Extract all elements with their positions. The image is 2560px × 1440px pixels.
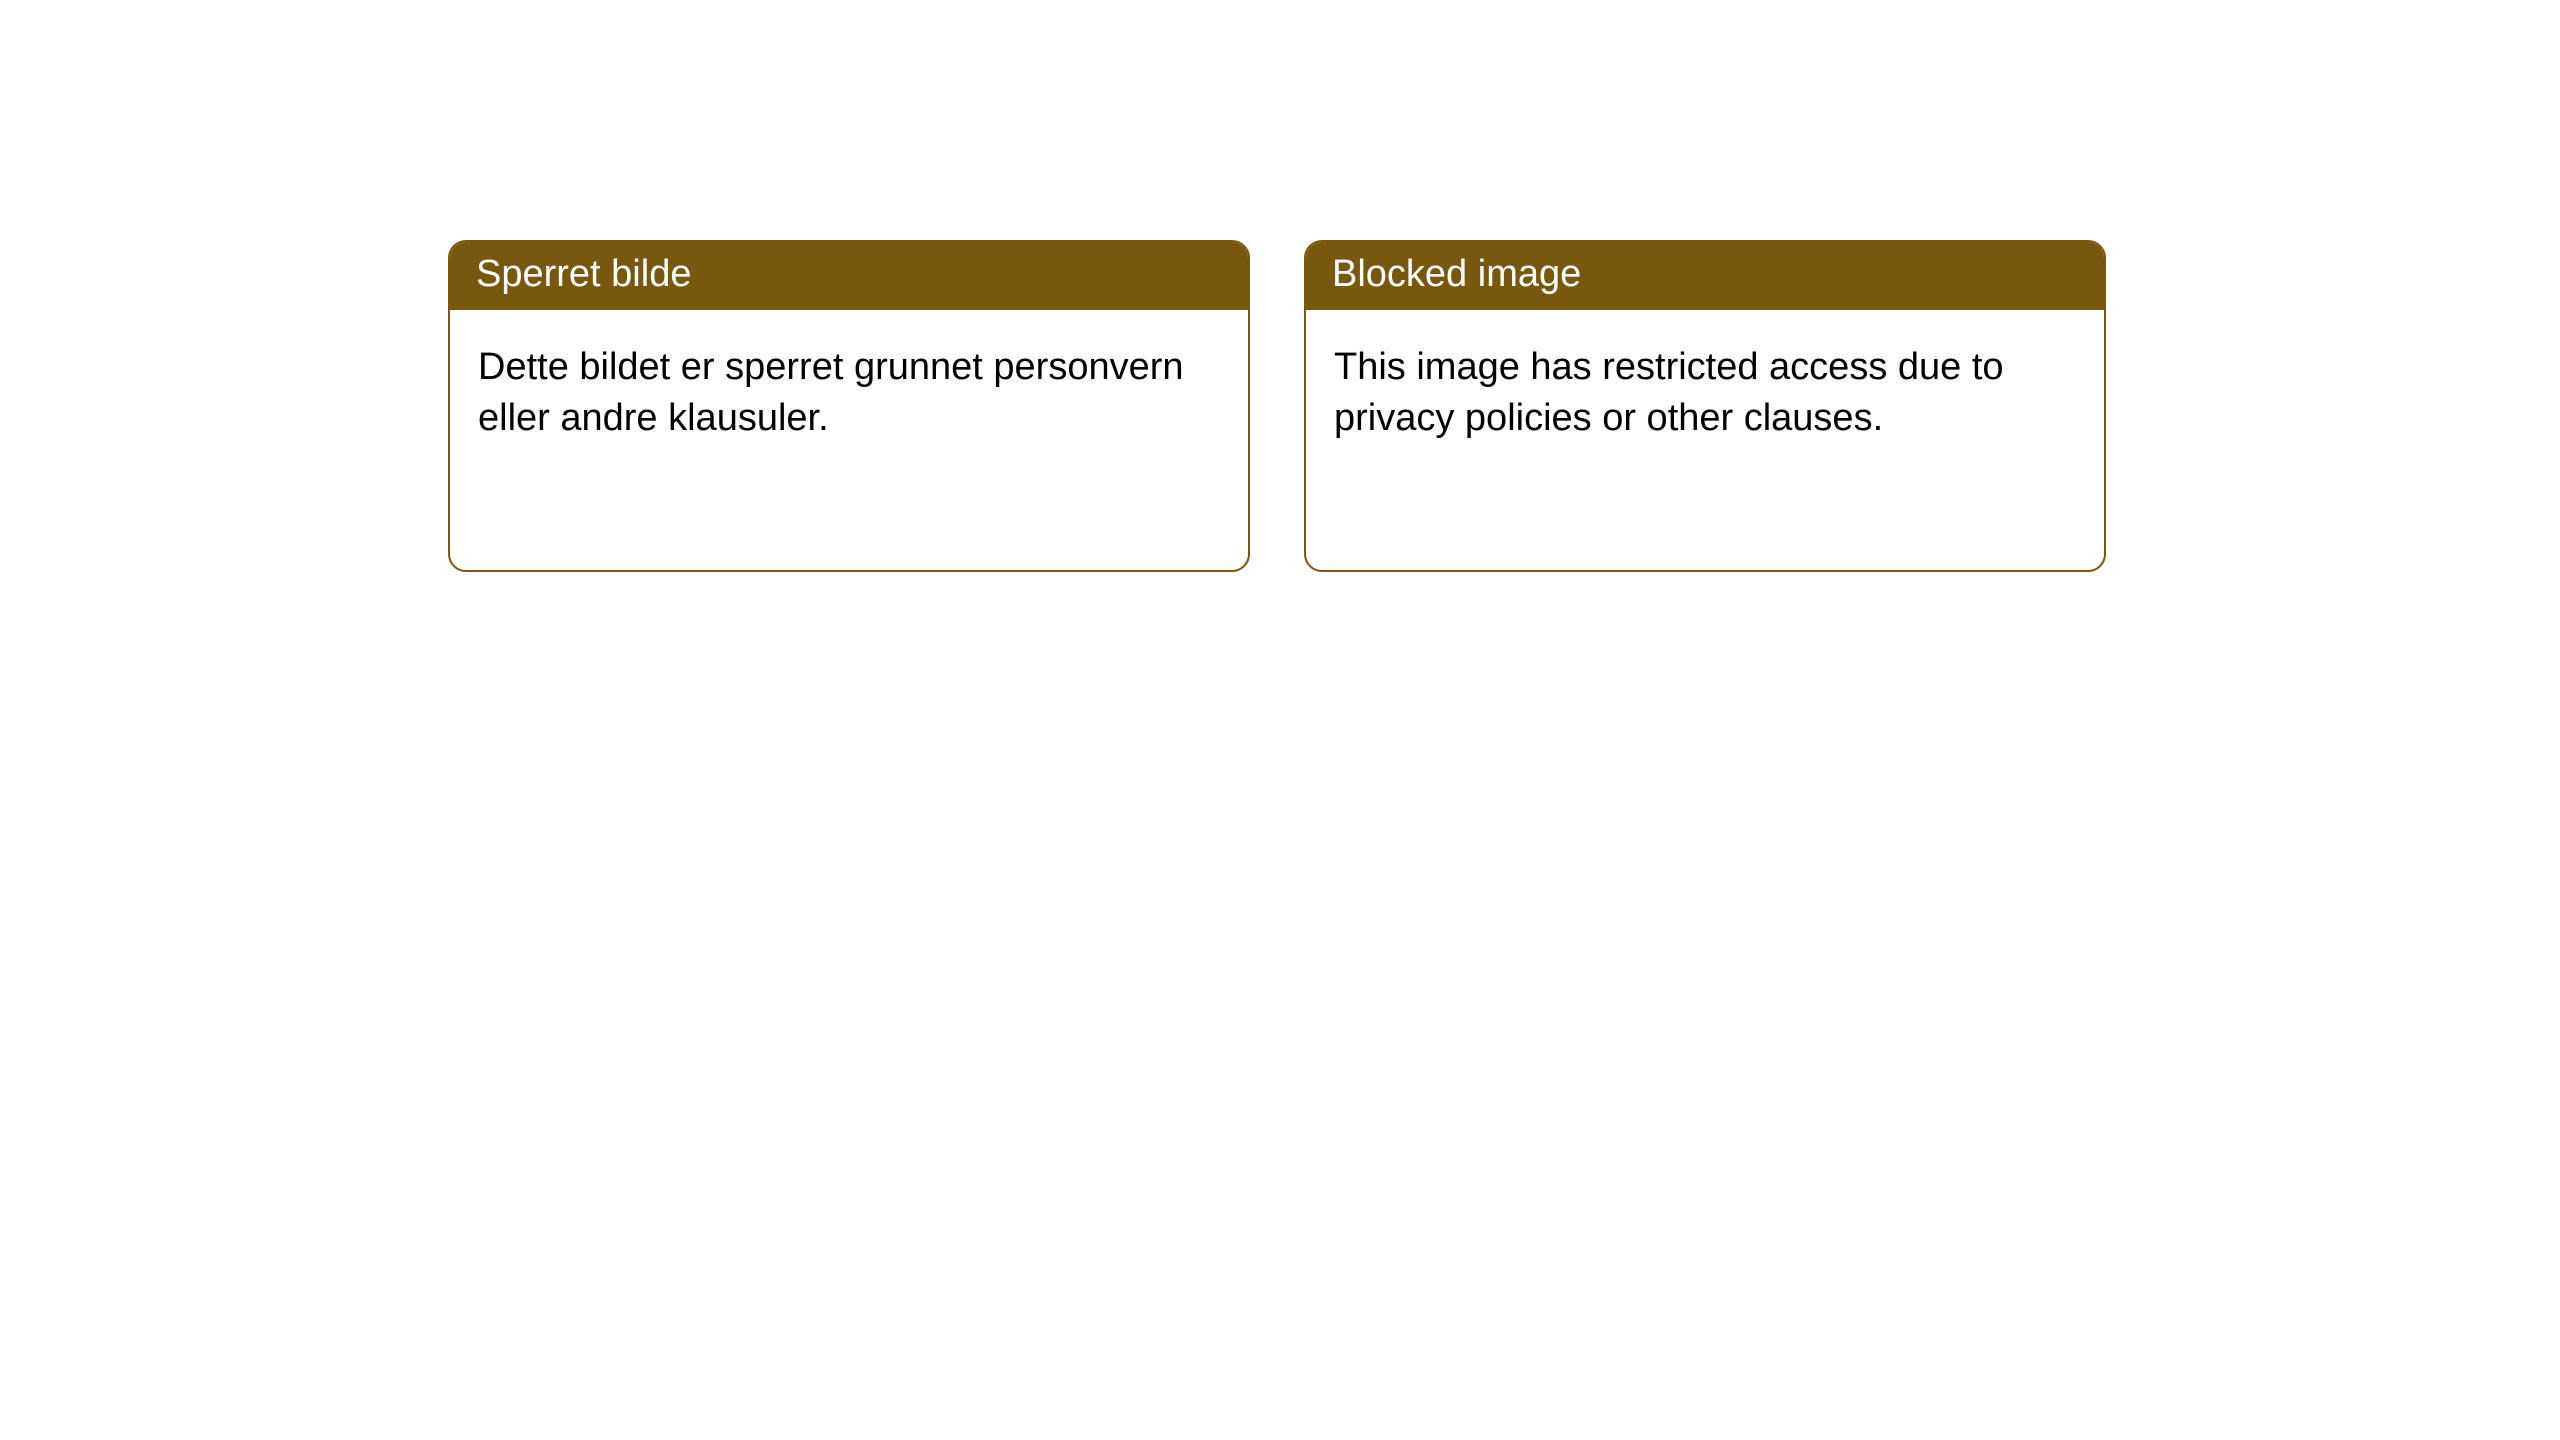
card-body: Dette bildet er sperret grunnet personve… bbox=[450, 310, 1248, 477]
cards-container: Sperret bilde Dette bildet er sperret gr… bbox=[0, 0, 2560, 572]
card-header: Sperret bilde bbox=[450, 242, 1248, 310]
card-body-text: This image has restricted access due to … bbox=[1334, 346, 2004, 439]
card-body-text: Dette bildet er sperret grunnet personve… bbox=[478, 346, 1184, 439]
blocked-image-card-no: Sperret bilde Dette bildet er sperret gr… bbox=[448, 240, 1250, 572]
card-header-text: Blocked image bbox=[1332, 253, 1581, 295]
card-header-text: Sperret bilde bbox=[476, 253, 691, 295]
card-header: Blocked image bbox=[1306, 242, 2104, 310]
card-body: This image has restricted access due to … bbox=[1306, 310, 2104, 477]
blocked-image-card-en: Blocked image This image has restricted … bbox=[1304, 240, 2106, 572]
